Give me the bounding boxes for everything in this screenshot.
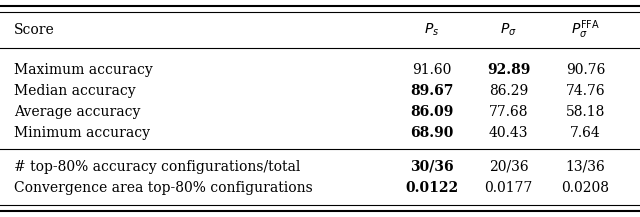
Text: 58.18: 58.18 <box>566 105 605 119</box>
Text: 91.60: 91.60 <box>412 63 452 77</box>
Text: Minimum accuracy: Minimum accuracy <box>14 126 150 140</box>
Text: Maximum accuracy: Maximum accuracy <box>14 63 153 77</box>
Text: 74.76: 74.76 <box>566 84 605 98</box>
Text: 0.0208: 0.0208 <box>562 181 610 195</box>
Text: 40.43: 40.43 <box>489 126 529 140</box>
Text: 0.0122: 0.0122 <box>405 181 459 195</box>
Text: Convergence area top-80% configurations: Convergence area top-80% configurations <box>14 181 313 195</box>
Text: 7.64: 7.64 <box>570 126 601 140</box>
Text: 86.09: 86.09 <box>410 105 454 119</box>
Text: 89.67: 89.67 <box>410 84 454 98</box>
Text: Median accuracy: Median accuracy <box>14 84 136 98</box>
Text: 92.89: 92.89 <box>487 63 531 77</box>
Text: 20/36: 20/36 <box>489 160 529 174</box>
Text: 86.29: 86.29 <box>489 84 529 98</box>
Text: $P_s$: $P_s$ <box>424 22 440 38</box>
Text: 0.0177: 0.0177 <box>484 181 533 195</box>
Text: $P_{\sigma}$: $P_{\sigma}$ <box>500 22 517 38</box>
Text: 13/36: 13/36 <box>566 160 605 174</box>
Text: Score: Score <box>14 23 55 37</box>
Text: # top-80% accuracy configurations/total: # top-80% accuracy configurations/total <box>14 160 300 174</box>
Text: 30/36: 30/36 <box>410 160 454 174</box>
Text: $P_{\sigma}^{\mathrm{FFA}}$: $P_{\sigma}^{\mathrm{FFA}}$ <box>571 19 600 41</box>
Text: 68.90: 68.90 <box>410 126 454 140</box>
Text: 77.68: 77.68 <box>489 105 529 119</box>
Text: Average accuracy: Average accuracy <box>14 105 140 119</box>
Text: 90.76: 90.76 <box>566 63 605 77</box>
